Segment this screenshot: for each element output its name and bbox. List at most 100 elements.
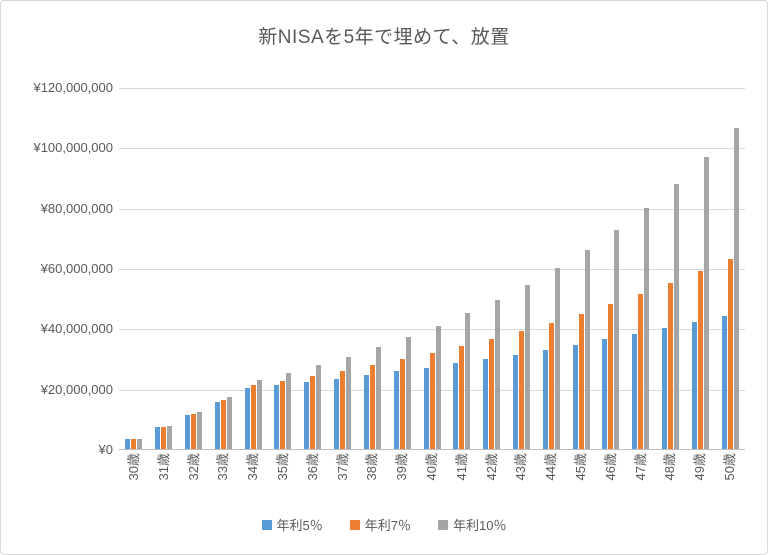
legend-item-rate5[interactable]: 年利5％ <box>261 515 323 534</box>
bar-rate10-age-44[interactable] <box>554 268 560 450</box>
bar-rate5-age-32[interactable] <box>185 414 191 450</box>
bar-rate5-age-39[interactable] <box>393 371 399 450</box>
bar-rate10-age-43[interactable] <box>524 284 530 450</box>
legend: 年利5％ 年利7％ 年利10％ <box>1 515 767 534</box>
bar-rate10-age-37[interactable] <box>346 356 352 450</box>
bar-rate5-age-46[interactable] <box>602 339 608 450</box>
category-group-age-39 <box>387 88 417 450</box>
bar-rate5-age-41[interactable] <box>453 363 459 450</box>
category-group-age-50 <box>715 88 745 450</box>
bar-rate5-age-45[interactable] <box>572 344 578 450</box>
bar-rate7-age-44[interactable] <box>548 322 554 450</box>
bar-rate10-age-31[interactable] <box>167 426 173 450</box>
bar-rate5-age-34[interactable] <box>244 388 250 450</box>
bar-rate10-age-40[interactable] <box>435 325 441 450</box>
x-tick-label-age-35: 35歳 <box>274 453 290 481</box>
bar-rate7-age-41[interactable] <box>459 345 465 450</box>
bar-rate7-age-35[interactable] <box>280 380 286 450</box>
legend-swatch-icon <box>349 519 360 530</box>
bar-rate7-age-36[interactable] <box>310 375 316 450</box>
bars-row <box>119 88 745 450</box>
bar-rate7-age-40[interactable] <box>429 352 435 450</box>
bar-rate5-age-33[interactable] <box>214 402 220 450</box>
category-group-age-45 <box>566 88 596 450</box>
bar-rate10-age-46[interactable] <box>614 230 620 450</box>
bar-rate7-age-50[interactable] <box>727 258 733 450</box>
bar-rate7-age-30[interactable] <box>131 438 137 450</box>
bar-rate10-age-36[interactable] <box>316 365 322 450</box>
bar-rate10-age-39[interactable] <box>405 337 411 450</box>
x-tick-label-age-41: 41歳 <box>453 453 469 481</box>
bar-rate5-age-36[interactable] <box>304 382 310 450</box>
bar-rate7-age-37[interactable] <box>340 370 346 450</box>
bar-rate7-age-33[interactable] <box>220 400 226 450</box>
x-tick-label-age-38: 38歳 <box>364 453 380 481</box>
y-tick-label: ¥120,000,000 <box>33 80 113 95</box>
bar-rate5-age-49[interactable] <box>691 322 697 450</box>
category-group-age-41 <box>447 88 477 450</box>
y-tick-label: ¥100,000,000 <box>33 140 113 156</box>
bar-rate7-age-38[interactable] <box>369 365 375 450</box>
bar-rate7-age-48[interactable] <box>668 282 674 450</box>
legend-item-rate10[interactable]: 年利10％ <box>438 515 506 534</box>
category-group-age-48 <box>656 88 686 450</box>
bar-rate10-age-50[interactable] <box>733 127 739 450</box>
x-tick-label-age-48: 48歳 <box>662 453 678 481</box>
bar-rate10-age-47[interactable] <box>644 208 650 450</box>
bar-rate5-age-30[interactable] <box>125 438 131 450</box>
bar-rate10-age-42[interactable] <box>495 299 501 450</box>
bar-rate10-age-32[interactable] <box>197 412 203 450</box>
bar-rate7-age-47[interactable] <box>638 293 644 450</box>
category-group-age-46 <box>596 88 626 450</box>
y-tick-label: ¥40,000,000 <box>40 321 113 337</box>
bar-rate5-age-44[interactable] <box>542 349 548 450</box>
legend-label: 年利5％ <box>276 518 323 533</box>
bar-rate5-age-40[interactable] <box>423 367 429 450</box>
category-group-age-31 <box>149 88 179 450</box>
x-tick-label-age-39: 39歳 <box>394 453 410 481</box>
bar-rate5-age-38[interactable] <box>363 375 369 450</box>
bar-rate10-age-45[interactable] <box>584 250 590 450</box>
bar-rate5-age-35[interactable] <box>274 385 280 450</box>
bar-rate7-age-32[interactable] <box>191 413 197 450</box>
bar-rate7-age-34[interactable] <box>250 385 256 450</box>
bar-rate7-age-39[interactable] <box>399 359 405 450</box>
bar-rate5-age-31[interactable] <box>155 427 161 450</box>
bar-rate5-age-42[interactable] <box>483 359 489 450</box>
x-axis-line <box>119 449 745 450</box>
category-group-age-35 <box>268 88 298 450</box>
bar-rate10-age-38[interactable] <box>375 347 381 450</box>
bar-rate10-age-35[interactable] <box>286 372 292 450</box>
x-tick-label-age-33: 33歳 <box>215 453 231 481</box>
bar-rate7-age-42[interactable] <box>489 338 495 450</box>
bar-rate5-age-43[interactable] <box>512 354 518 450</box>
y-tick-label: ¥0 <box>98 442 113 457</box>
category-group-age-44 <box>536 88 566 450</box>
bar-rate10-age-41[interactable] <box>465 313 471 450</box>
bar-rate7-age-45[interactable] <box>578 313 584 450</box>
bar-rate5-age-47[interactable] <box>632 333 638 450</box>
x-tick-label-age-47: 47歳 <box>632 453 648 481</box>
category-group-age-38 <box>358 88 388 450</box>
category-group-age-37 <box>328 88 358 450</box>
x-tick-label-age-34: 34歳 <box>245 453 261 481</box>
bar-rate7-age-43[interactable] <box>518 330 524 450</box>
category-group-age-40 <box>417 88 447 450</box>
x-tick-label-age-46: 46歳 <box>602 453 618 481</box>
bar-rate5-age-48[interactable] <box>662 328 668 450</box>
y-tick-label: ¥60,000,000 <box>40 261 113 276</box>
bar-rate10-age-30[interactable] <box>137 438 143 450</box>
bar-rate10-age-49[interactable] <box>703 157 709 450</box>
bar-rate7-age-31[interactable] <box>161 426 167 450</box>
bar-rate10-age-34[interactable] <box>256 379 262 450</box>
gridline <box>119 148 745 150</box>
bar-rate10-age-33[interactable] <box>226 396 232 450</box>
bar-rate5-age-37[interactable] <box>334 378 340 450</box>
bar-rate7-age-49[interactable] <box>697 271 703 450</box>
legend-item-rate7[interactable]: 年利7％ <box>349 515 411 534</box>
bar-rate7-age-46[interactable] <box>608 304 614 450</box>
bar-rate5-age-50[interactable] <box>721 315 727 450</box>
y-tick-label: ¥80,000,000 <box>40 200 113 216</box>
x-tick-label-age-43: 43歳 <box>513 453 529 481</box>
bar-rate10-age-48[interactable] <box>674 183 680 450</box>
